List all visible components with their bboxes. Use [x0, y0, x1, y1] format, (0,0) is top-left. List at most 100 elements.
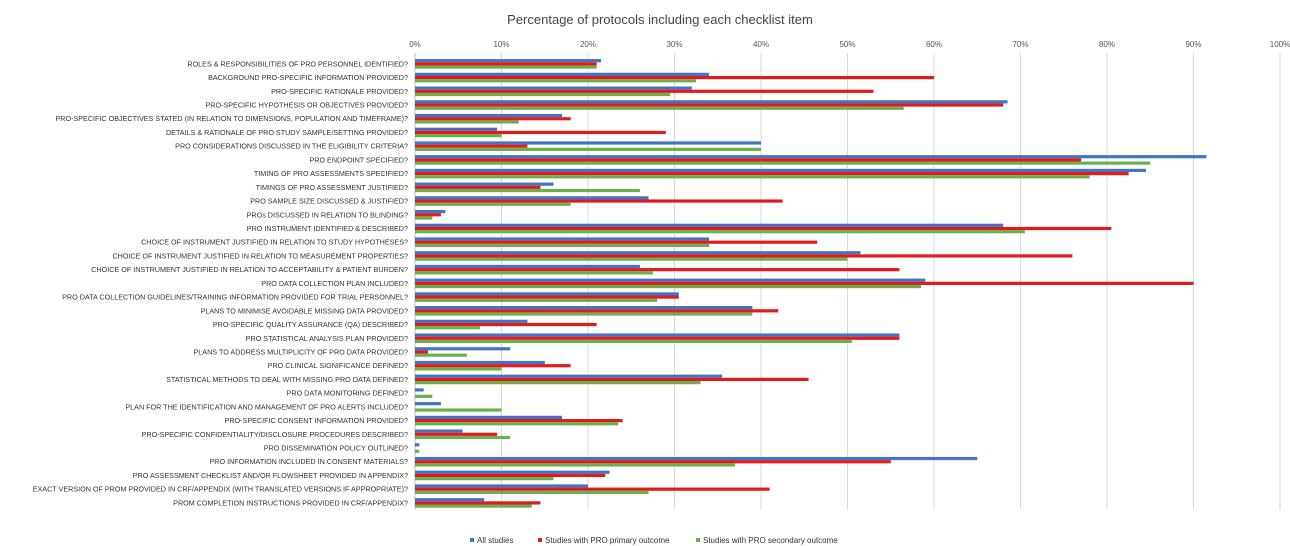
legend-label: Studies with PRO secondary outcome: [703, 536, 838, 545]
bar: [415, 402, 441, 406]
bar: [415, 188, 640, 193]
x-tick-label: 20%: [580, 40, 596, 49]
bar: [415, 347, 511, 351]
legend-label: All studies: [477, 536, 513, 545]
bar: [415, 374, 723, 378]
bars: [415, 59, 1207, 508]
chart-title: Percentage of protocols including each c…: [507, 12, 813, 27]
bar: [415, 435, 511, 440]
bar: [415, 360, 545, 365]
x-tick-label: 40%: [753, 40, 769, 49]
bar: [415, 75, 934, 80]
category-label: PRO-SPECIFIC HYPOTHESIS OR OBJECTIVES PR…: [206, 101, 409, 110]
category-label: STATISTICAL METHODS TO DEAL WITH MISSING…: [166, 375, 408, 384]
bar: [415, 251, 861, 255]
category-label: PRO CLINICAL SIGNIFICANCE DEFINED?: [268, 361, 408, 370]
x-tick-label: 100%: [1270, 40, 1290, 49]
category-label: PRO CONSIDERATIONS DISCUSSED IN THE ELIG…: [175, 142, 408, 151]
category-label: PRO SAMPLE SIZE DISCUSSED & JUSTIFIED?: [250, 197, 408, 206]
category-label: PRO DATA COLLECTION GUIDELINES/TRAINING …: [62, 293, 408, 302]
category-label: PRO-SPECIFIC CONFIDENTIALITY/DISCLOSURE …: [142, 430, 408, 439]
bar: [415, 209, 446, 214]
bar: [415, 230, 1025, 234]
category-label: PRO STATISTICAL ANALYSIS PLAN PROVIDED?: [246, 334, 408, 343]
bar: [415, 175, 1090, 179]
bar: [415, 254, 1073, 258]
category-label: PRO-SPECIFIC CONSENT INFORMATION PROVIDE…: [225, 416, 408, 425]
category-labels: ROLES & RESPONSIBILITIES OF PRO PERSONNE…: [33, 59, 408, 507]
bar: [415, 504, 532, 508]
category-label: PLANS TO ADDRESS MULTIPLICITY OF PRO DAT…: [194, 347, 408, 356]
bar: [415, 456, 978, 461]
legend-swatch: [538, 538, 542, 542]
category-label: BACKGROUND PRO-SPECIFIC INFORMATION PROV…: [208, 73, 408, 82]
legend-swatch: [470, 538, 474, 542]
bar: [415, 103, 1004, 107]
bar: [415, 271, 653, 275]
bar: [415, 237, 710, 241]
x-tick-label: 70%: [1012, 40, 1028, 49]
bar: [415, 127, 498, 131]
category-label: CHOICE OF INSTRUMENT JUSTIFIED IN RELATI…: [112, 251, 408, 260]
bar: [415, 182, 554, 186]
bar: [415, 62, 597, 66]
category-label: PRO INSTRUMENT IDENTIFIED & DESCRIBED?: [247, 224, 408, 233]
bar: [415, 470, 610, 474]
bar: [415, 377, 809, 382]
category-label: PRO DISSEMINATION POLICY OUTLINED?: [264, 444, 408, 453]
category-label: PRO-SPECIFIC RATIONALE PROVIDED?: [271, 87, 408, 96]
bar: [415, 295, 679, 299]
x-tick-label: 10%: [493, 40, 509, 49]
bar: [415, 284, 922, 289]
bar: [415, 134, 502, 138]
bar: [415, 322, 597, 327]
bar: [415, 86, 692, 90]
bar: [415, 463, 736, 467]
category-label: DETAILS & RATIONALE OF PRO STUDY SAMPLE/…: [166, 128, 408, 137]
bar: [415, 155, 1207, 159]
bar: [415, 120, 519, 124]
x-tick-label: 90%: [1185, 40, 1201, 49]
category-label: PROM COMPLETION INSTRUCTIONS PROVIDED IN…: [173, 498, 408, 507]
category-label: PLANS TO MINIMISE AVOIDABLE MISSING DATA…: [201, 306, 408, 315]
bar: [415, 449, 420, 453]
category-label: TIMINGS OF PRO ASSESSMENT JUSTIFIED?: [256, 183, 408, 192]
bar: [415, 144, 528, 148]
category-label: PROs DISCUSSED IN RELATION TO BLINDING?: [247, 210, 408, 219]
bar: [415, 117, 571, 121]
bar: [415, 498, 485, 502]
bar: [415, 202, 571, 206]
bar: [415, 141, 761, 145]
bar: [415, 367, 502, 371]
bar: [415, 243, 710, 248]
x-tick-label: 80%: [1099, 40, 1115, 49]
category-label: TIMING OF PRO ASSESSMENTS SPECIFIED?: [254, 169, 408, 178]
bar: [415, 65, 597, 69]
category-label: PLAN FOR THE IDENTIFICATION AND MANAGEME…: [125, 402, 408, 411]
bar: [415, 298, 658, 302]
bar: [415, 100, 1008, 104]
category-label: CHOICE OF INSTRUMENT JUSTIFIED IN RELATI…: [141, 238, 408, 247]
bar: [415, 213, 441, 217]
bar: [415, 79, 697, 83]
bar: [415, 281, 1194, 285]
bar: [415, 158, 1082, 162]
bar: [415, 312, 753, 316]
bar: [415, 336, 900, 340]
category-label: EXACT VERSION OF PROM PROVIDED IN CRF/AP…: [33, 485, 408, 494]
bar: [415, 92, 671, 97]
bar: [415, 223, 1004, 227]
bar: [415, 339, 852, 344]
bar: [415, 501, 541, 505]
x-axis-ticks: 0% 10% 20% 30% 40% 50% 60% 70% 80% 90% 100%: [409, 40, 1290, 49]
legend-label: Studies with PRO primary outcome: [545, 536, 670, 545]
bar: [415, 113, 563, 118]
bar: [415, 490, 649, 494]
category-label: PRO-SPECIFIC QUALITY ASSURANCE (QA) DESC…: [213, 320, 408, 329]
bar: [415, 309, 779, 313]
bar: [415, 432, 498, 436]
bar: [415, 460, 891, 464]
bar: [415, 429, 463, 433]
bar: [415, 364, 571, 368]
